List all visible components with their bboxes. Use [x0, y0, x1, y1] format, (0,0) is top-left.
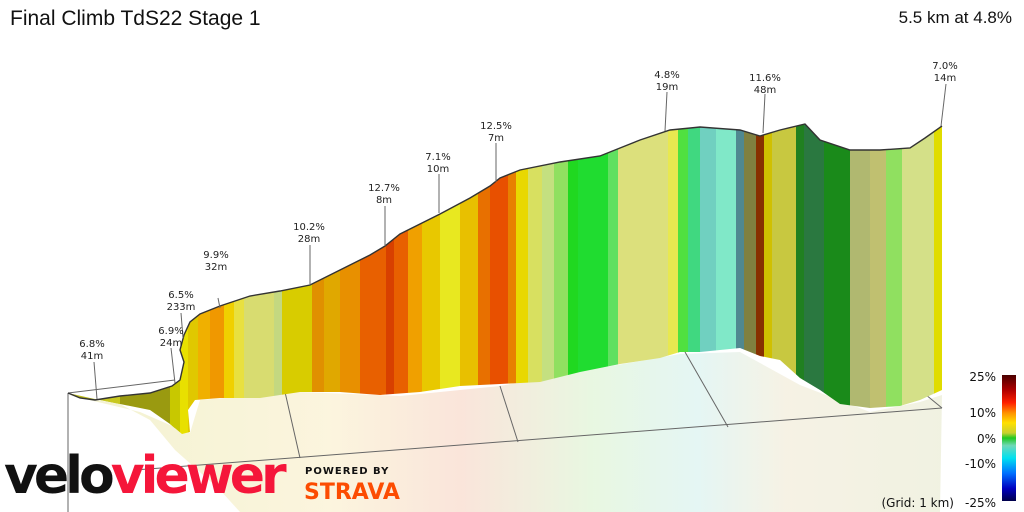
annotation-length: 14m: [934, 73, 956, 84]
annotation-leaders: [93, 83, 947, 400]
annotation-gradient: 10.2%: [293, 222, 325, 233]
annotation-length: 8m: [376, 195, 392, 206]
logo-velo: velo: [4, 446, 115, 506]
annotation-gradient: 12.7%: [368, 183, 400, 194]
annotation-length: 233m: [167, 302, 196, 313]
legend-label-10: 10%: [969, 406, 996, 420]
annotation-length: 48m: [754, 85, 776, 96]
legend-color-bar: [1002, 375, 1016, 501]
powered-by-label: POWERED BY: [305, 466, 390, 477]
veloviewer-logo: veloviewer: [4, 446, 287, 506]
annotation-length: 28m: [298, 234, 320, 245]
annotation-length: 32m: [205, 262, 227, 273]
annotation-gradient: 6.9%: [158, 326, 183, 337]
annotation-length: 7m: [488, 133, 504, 144]
annotation-gradient: 7.0%: [932, 61, 957, 72]
profile-outline: [67, 123, 943, 401]
climb-summary: 5.5 km at 4.8%: [898, 8, 1012, 27]
annotation-gradient: 12.5%: [480, 121, 512, 132]
annotation-length: 24m: [160, 338, 182, 349]
gradient-legend: 25% 10% 0% -10% -25% (Grid: 1 km): [882, 370, 1016, 510]
legend-label-min: -25%: [965, 496, 996, 510]
gradient-annotations: 6.8% 41m 6.9% 24m 6.5% 233m 9.9% 32m 10.…: [79, 61, 957, 362]
legend-label-neg10: -10%: [965, 457, 996, 471]
annotation-gradient: 11.6%: [749, 73, 781, 84]
chart-title: Final Climb TdS22 Stage 1: [10, 7, 261, 30]
legend-label-0: 0%: [977, 432, 996, 446]
logo-viewer: viewer: [110, 446, 287, 506]
annotation-length: 41m: [81, 351, 103, 362]
distance-grid: [67, 351, 943, 512]
annotation-gradient: 9.9%: [203, 250, 228, 261]
strava-logo: STRAVA: [304, 480, 400, 505]
annotation-gradient: 4.8%: [654, 70, 679, 81]
ground-shadow: [68, 352, 942, 512]
annotation-gradient: 6.8%: [79, 339, 104, 350]
legend-label-max: 25%: [969, 370, 996, 384]
annotation-length: 10m: [427, 164, 449, 175]
annotation-length: 19m: [656, 82, 678, 93]
grid-scale-note: (Grid: 1 km): [882, 496, 955, 510]
annotation-gradient: 7.1%: [425, 152, 450, 163]
annotation-gradient: 6.5%: [168, 290, 193, 301]
